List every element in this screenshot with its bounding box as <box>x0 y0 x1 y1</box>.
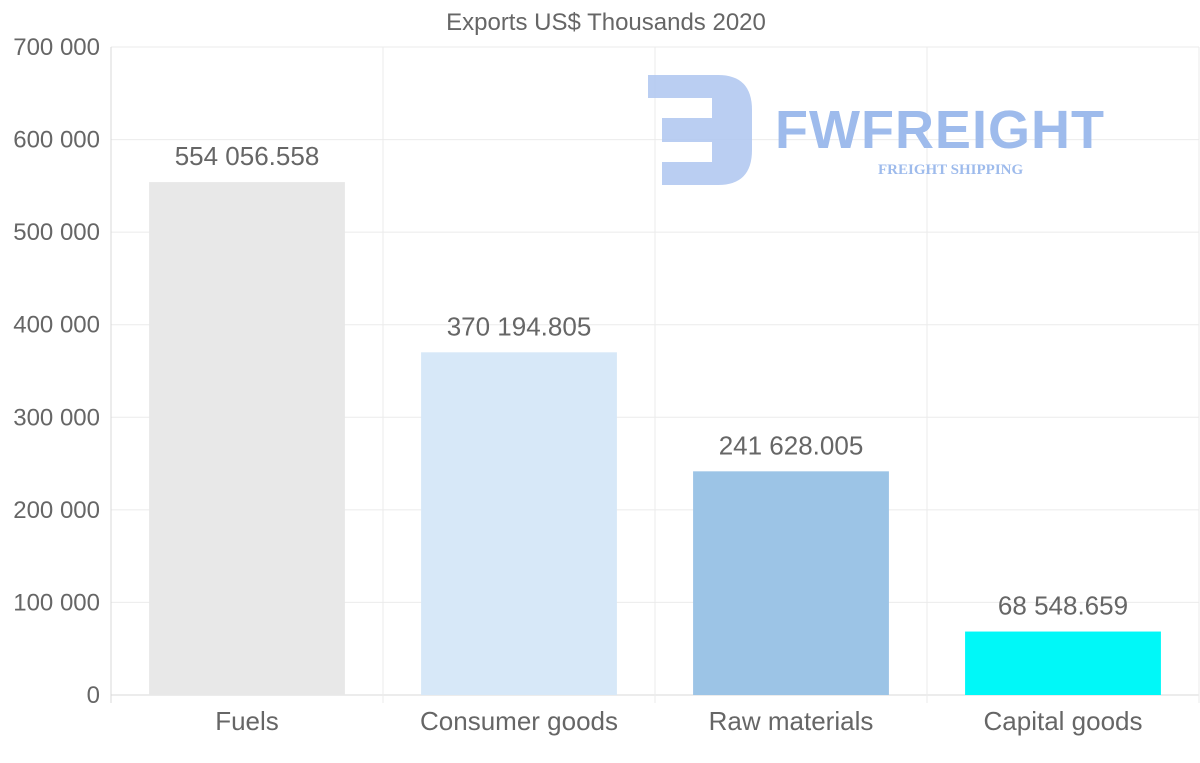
watermark-brand: FWFREIGHT <box>775 100 1105 160</box>
x-tick-label: Capital goods <box>984 706 1143 736</box>
y-tick-label: 300 000 <box>13 404 100 431</box>
bar <box>149 182 345 695</box>
x-tick-label: Consumer goods <box>420 706 618 736</box>
y-tick-label: 700 000 <box>13 34 100 61</box>
y-tick-label: 500 000 <box>13 219 100 246</box>
y-tick-label: 400 000 <box>13 312 100 339</box>
data-labels: 554 056.558 370 194.805 241 628.005 68 548.… <box>175 141 1128 620</box>
y-tick-label: 200 000 <box>13 497 100 524</box>
watermark-logo-icon <box>648 75 752 185</box>
watermark: FWFREIGHT FREIGHT SHIPPING <box>648 75 1105 185</box>
bar-value-label: 370 194.805 <box>447 311 592 341</box>
y-tick-label: 100 000 <box>13 589 100 616</box>
y-axis-tick-labels: 0 100 000 200 000 300 000 400 000 500 000 600 … <box>13 34 100 709</box>
bar <box>965 631 1161 695</box>
x-tick-label: Fuels <box>215 706 279 736</box>
y-tick-label: 600 000 <box>13 127 100 154</box>
bar <box>421 352 617 695</box>
bar-value-label: 554 056.558 <box>175 141 320 171</box>
y-tick-label: 0 <box>87 682 100 709</box>
bars <box>149 182 1161 695</box>
x-tick-label: Raw materials <box>709 706 874 736</box>
bar <box>693 471 889 695</box>
chart-title: Exports US$ Thousands 2020 <box>446 9 766 36</box>
x-axis-tick-labels: Fuels Consumer goods Raw materials Capital … <box>215 706 1142 736</box>
bar-value-label: 241 628.005 <box>719 430 864 460</box>
bar-value-label: 68 548.659 <box>998 591 1128 621</box>
watermark-tagline: FREIGHT SHIPPING <box>878 162 1023 178</box>
